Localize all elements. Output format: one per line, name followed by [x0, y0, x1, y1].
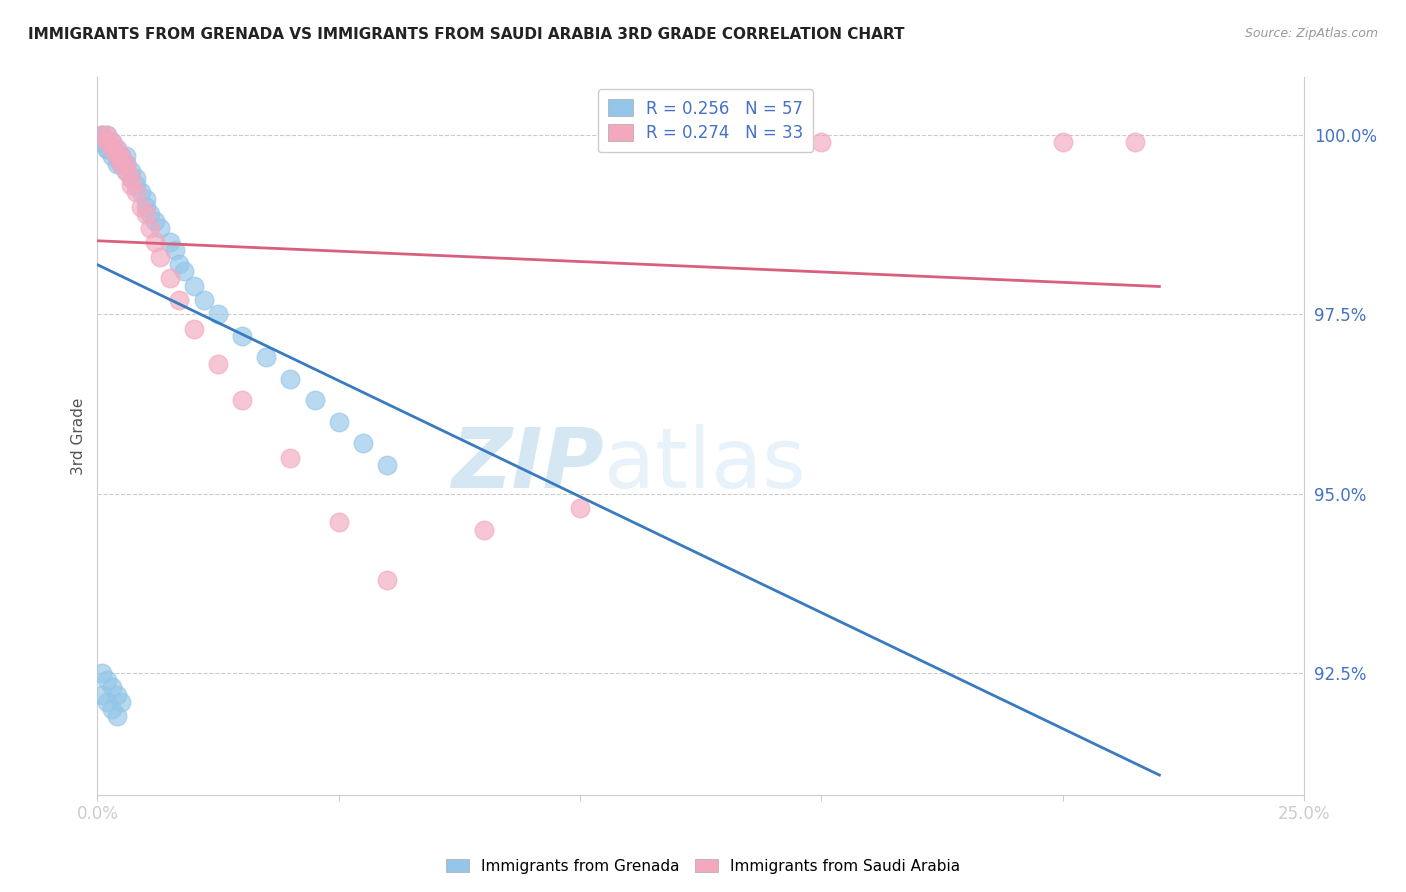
- Point: [163, 243, 186, 257]
- Point: [169, 257, 191, 271]
- Point: [143, 214, 166, 228]
- Legend: Immigrants from Grenada, Immigrants from Saudi Arabia: Immigrants from Grenada, Immigrants from…: [440, 853, 966, 880]
- Point: [105, 709, 128, 723]
- Point: [149, 221, 172, 235]
- Point: [115, 149, 138, 163]
- Point: [231, 328, 253, 343]
- Point: [105, 149, 128, 163]
- Point: [125, 186, 148, 200]
- Point: [91, 128, 114, 142]
- Point: [115, 156, 138, 170]
- Point: [115, 163, 138, 178]
- Text: Source: ZipAtlas.com: Source: ZipAtlas.com: [1244, 27, 1378, 40]
- Y-axis label: 3rd Grade: 3rd Grade: [72, 398, 86, 475]
- Point: [193, 293, 215, 307]
- Point: [105, 149, 128, 163]
- Point: [254, 351, 277, 365]
- Point: [149, 250, 172, 264]
- Point: [96, 142, 118, 156]
- Point: [91, 688, 114, 702]
- Point: [110, 156, 132, 170]
- Point: [101, 142, 124, 156]
- Point: [207, 307, 229, 321]
- Point: [139, 207, 162, 221]
- Point: [472, 523, 495, 537]
- Point: [91, 135, 114, 149]
- Point: [101, 142, 124, 156]
- Point: [129, 200, 152, 214]
- Point: [375, 573, 398, 587]
- Point: [280, 372, 302, 386]
- Point: [91, 128, 114, 142]
- Point: [110, 149, 132, 163]
- Point: [110, 695, 132, 709]
- Text: atlas: atlas: [605, 425, 806, 506]
- Point: [159, 271, 181, 285]
- Point: [101, 149, 124, 163]
- Point: [101, 702, 124, 716]
- Point: [115, 163, 138, 178]
- Point: [125, 178, 148, 192]
- Point: [352, 436, 374, 450]
- Point: [110, 149, 132, 163]
- Point: [125, 170, 148, 185]
- Point: [328, 415, 350, 429]
- Point: [101, 135, 124, 149]
- Point: [101, 142, 124, 156]
- Point: [810, 135, 832, 149]
- Point: [105, 688, 128, 702]
- Point: [120, 170, 142, 185]
- Point: [101, 135, 124, 149]
- Point: [183, 321, 205, 335]
- Point: [120, 178, 142, 192]
- Point: [91, 135, 114, 149]
- Point: [110, 156, 132, 170]
- Point: [96, 673, 118, 688]
- Point: [120, 163, 142, 178]
- Point: [96, 142, 118, 156]
- Point: [143, 235, 166, 250]
- Point: [169, 293, 191, 307]
- Point: [665, 135, 688, 149]
- Point: [129, 186, 152, 200]
- Point: [173, 264, 195, 278]
- Point: [183, 278, 205, 293]
- Point: [96, 128, 118, 142]
- Point: [231, 393, 253, 408]
- Point: [96, 135, 118, 149]
- Point: [115, 156, 138, 170]
- Point: [96, 128, 118, 142]
- Point: [96, 135, 118, 149]
- Point: [105, 142, 128, 156]
- Point: [120, 170, 142, 185]
- Text: IMMIGRANTS FROM GRENADA VS IMMIGRANTS FROM SAUDI ARABIA 3RD GRADE CORRELATION CH: IMMIGRANTS FROM GRENADA VS IMMIGRANTS FR…: [28, 27, 904, 42]
- Point: [96, 695, 118, 709]
- Point: [1123, 135, 1146, 149]
- Point: [375, 458, 398, 472]
- Point: [328, 516, 350, 530]
- Point: [304, 393, 326, 408]
- Point: [110, 156, 132, 170]
- Point: [569, 501, 592, 516]
- Point: [135, 193, 157, 207]
- Point: [1052, 135, 1074, 149]
- Point: [135, 207, 157, 221]
- Point: [115, 156, 138, 170]
- Point: [91, 128, 114, 142]
- Point: [105, 156, 128, 170]
- Point: [91, 666, 114, 681]
- Point: [139, 221, 162, 235]
- Point: [135, 200, 157, 214]
- Legend: R = 0.256   N = 57, R = 0.274   N = 33: R = 0.256 N = 57, R = 0.274 N = 33: [598, 89, 813, 153]
- Point: [280, 450, 302, 465]
- Point: [207, 358, 229, 372]
- Point: [159, 235, 181, 250]
- Point: [105, 142, 128, 156]
- Text: ZIP: ZIP: [451, 425, 605, 506]
- Point: [96, 135, 118, 149]
- Point: [101, 681, 124, 695]
- Point: [105, 149, 128, 163]
